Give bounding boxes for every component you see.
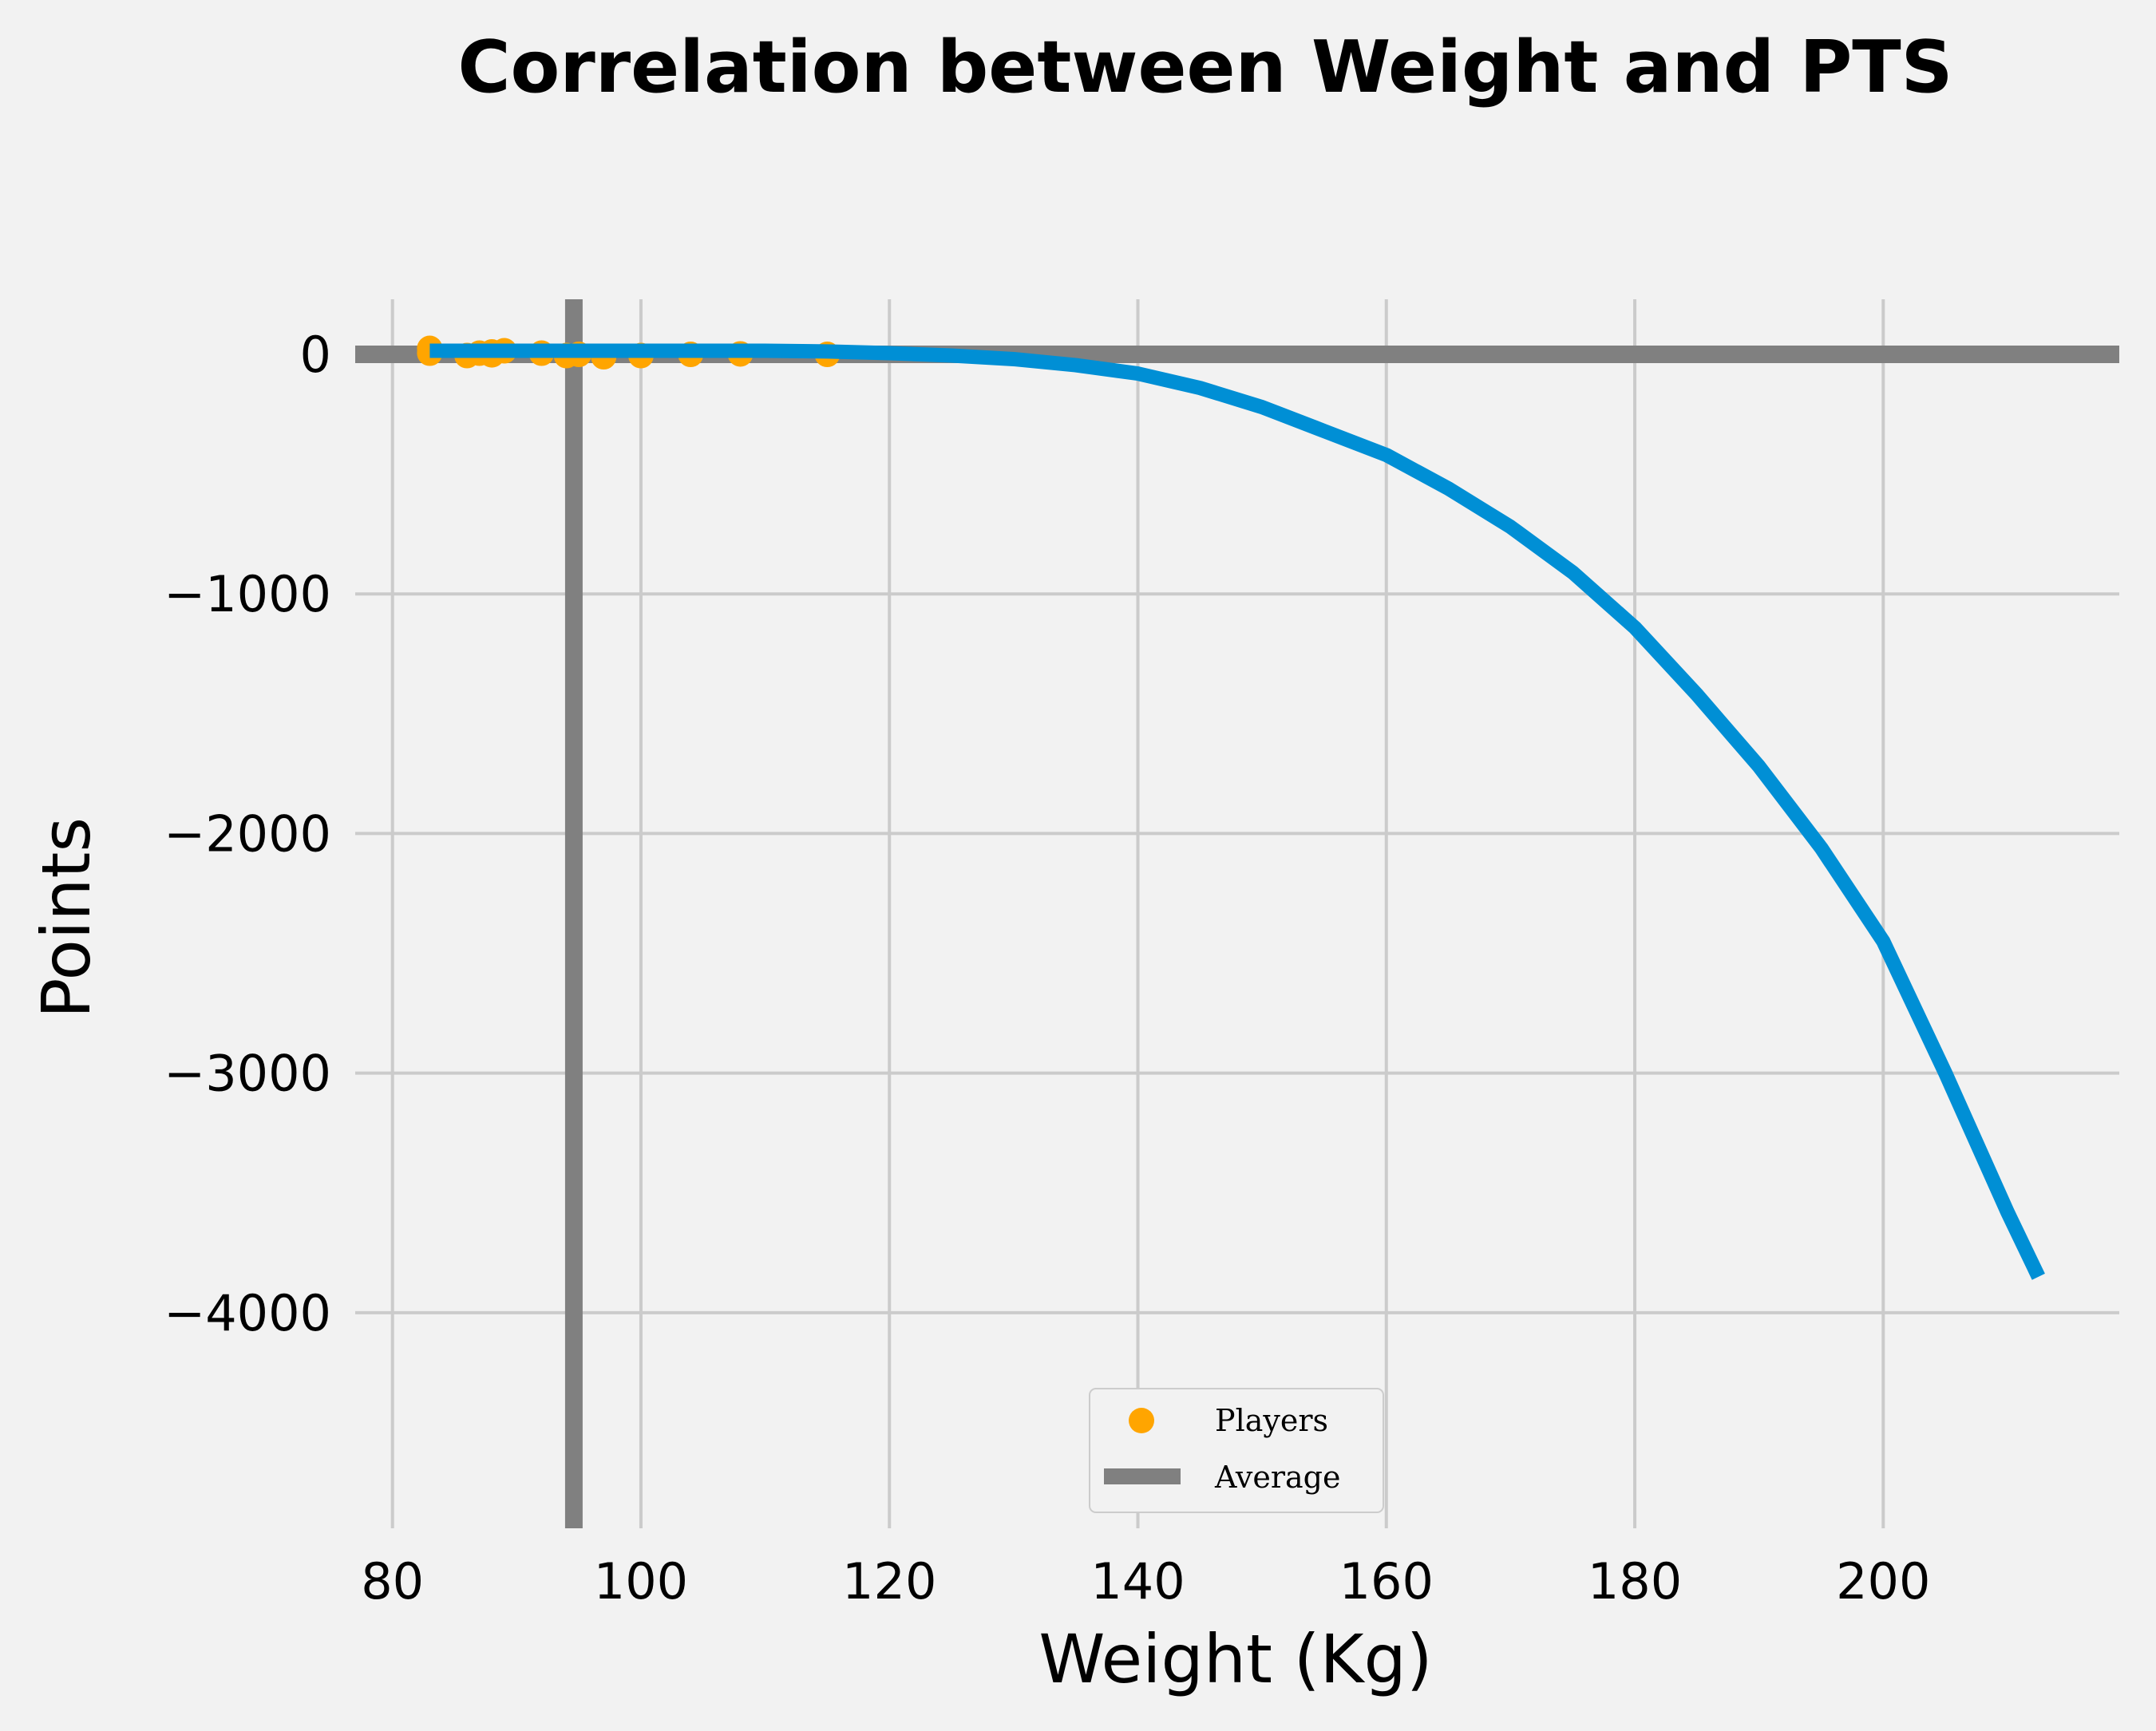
y-axis-label: Points [27,817,105,1018]
x-tick-label-1: 100 [594,1552,688,1610]
x-axis-label: Weight (Kg) [1038,1620,1432,1698]
y-tick-label-0: 0 [300,326,331,384]
y-tick-label-4: −4000 [164,1284,331,1342]
x-tick-labels: 80 100 120 140 160 180 200 [361,1552,1930,1610]
legend-players-label: Players [1215,1403,1328,1438]
x-tick-label-4: 160 [1339,1552,1434,1610]
y-tick-label-1: −1000 [164,565,331,623]
legend-average-marker [1104,1468,1181,1484]
legend-players-marker [1129,1408,1154,1433]
legend-average-label: Average [1214,1460,1341,1495]
x-tick-label-6: 200 [1836,1552,1930,1610]
trend-line [429,343,2045,1280]
y-tick-label-2: −2000 [164,804,331,863]
y-tick-labels: 0 −1000 −2000 −3000 −4000 [164,326,331,1342]
x-tick-label-5: 180 [1588,1552,1682,1610]
chart-title: Correlation between Weight and PTS [457,26,1952,109]
trend-line-path [429,343,2045,1280]
x-tick-label-0: 80 [361,1552,424,1610]
x-tick-label-2: 120 [842,1552,936,1610]
legend: Players Average [1089,1388,1384,1513]
x-tick-label-3: 140 [1090,1552,1185,1610]
y-tick-label-3: −3000 [164,1045,331,1103]
